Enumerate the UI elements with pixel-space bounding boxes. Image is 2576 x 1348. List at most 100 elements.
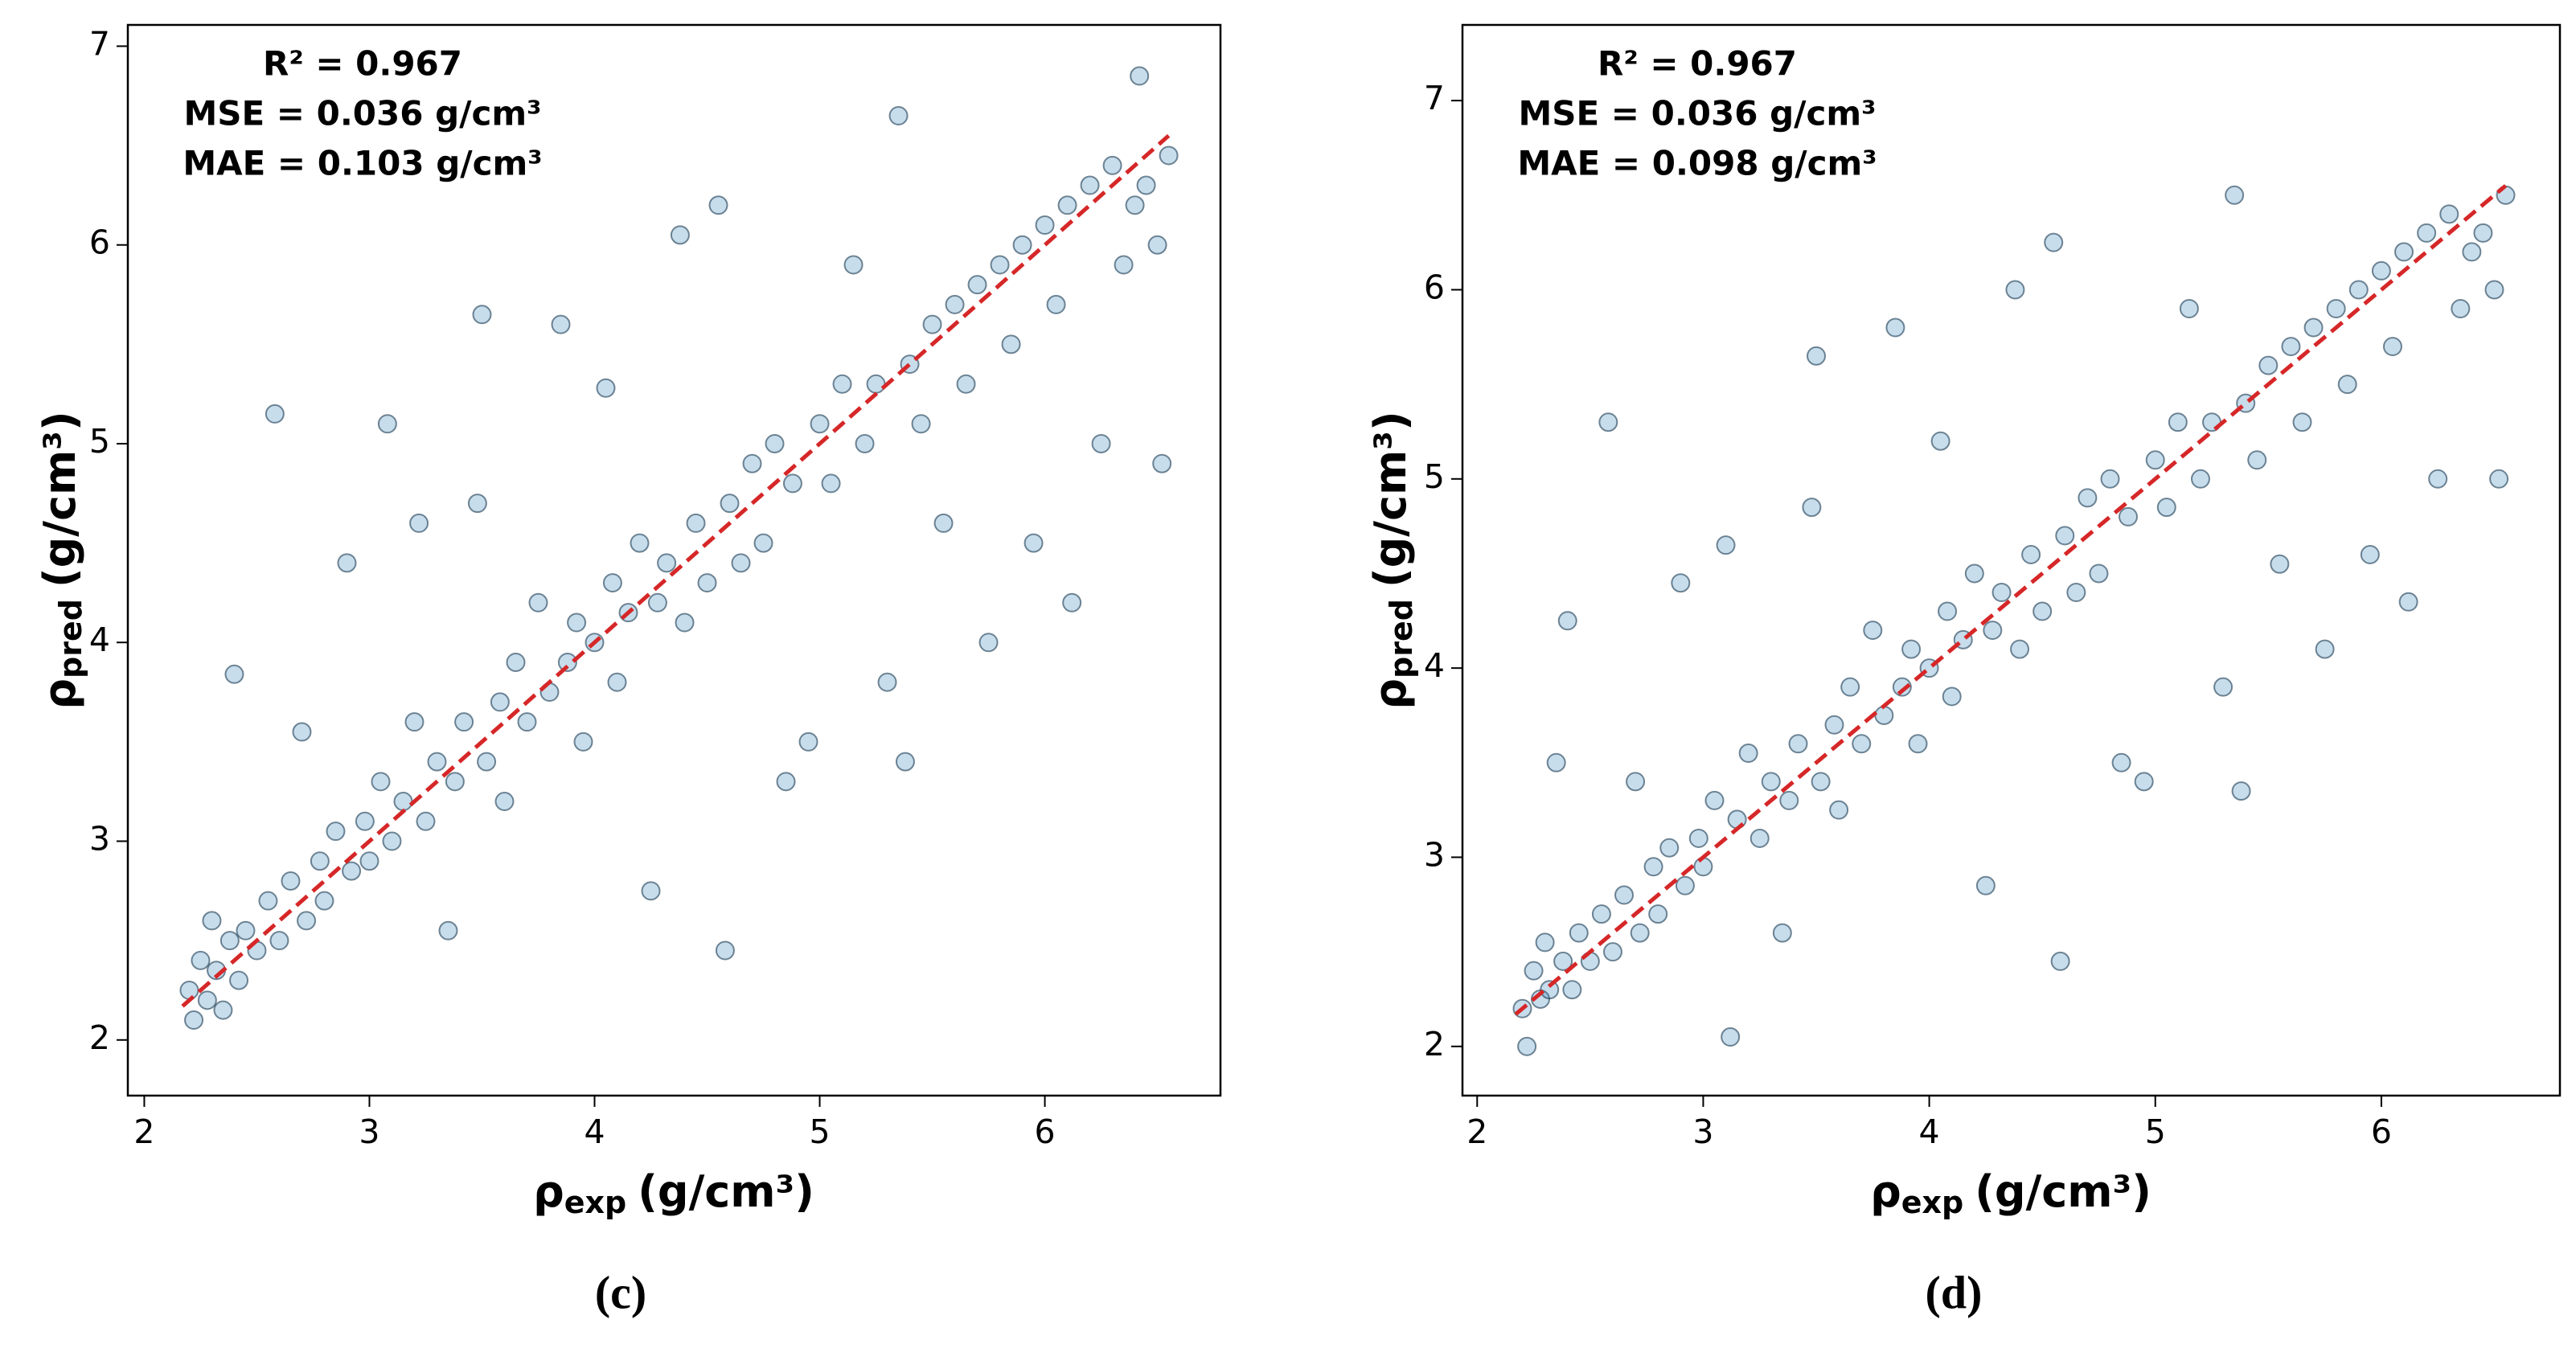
data-point (1852, 734, 1872, 754)
data-point (179, 980, 199, 1000)
data-point (337, 553, 357, 573)
data-point (810, 414, 830, 434)
data-point (472, 305, 492, 325)
data-point (2145, 450, 2165, 470)
axis-unit: (g/cm³) (35, 411, 85, 588)
data-point (229, 970, 249, 990)
data-point (2417, 223, 2437, 243)
y-tick-label: 6 (89, 223, 110, 262)
data-point (557, 652, 577, 672)
data-point (2118, 506, 2138, 526)
data-point (895, 752, 915, 772)
data-point (416, 811, 436, 831)
data-point (2005, 280, 2025, 300)
data-point (1863, 621, 1883, 641)
data-point (2394, 242, 2414, 262)
y-tick-label: 3 (89, 820, 110, 858)
data-point (715, 940, 735, 961)
annotation: R² = 0.967 (263, 44, 462, 84)
data-point (990, 255, 1010, 275)
data-point (1626, 772, 1646, 792)
data-point (2111, 752, 2131, 772)
data-point (359, 851, 379, 871)
data-point (1802, 498, 1822, 518)
annotation: MAE = 0.103 g/cm³ (183, 144, 542, 183)
data-point (1788, 734, 1808, 754)
data-point (2247, 450, 2267, 470)
axis-label: ρpred (g/cm³) (1365, 411, 1419, 709)
data-point (427, 752, 447, 772)
data-point (1892, 677, 1912, 697)
data-point (202, 911, 222, 931)
data-point (888, 105, 909, 125)
data-point (843, 255, 863, 275)
data-point (1630, 923, 1650, 943)
data-point (292, 722, 312, 742)
data-point (382, 831, 402, 851)
data-point (184, 1010, 204, 1030)
data-point (1152, 453, 1172, 473)
data-point (1807, 346, 1827, 366)
data-point (798, 731, 818, 752)
data-point (1761, 772, 1781, 792)
data-point (1942, 686, 1962, 707)
data-point (742, 453, 762, 473)
data-point (731, 553, 751, 573)
data-point (1829, 800, 1849, 820)
axis-unit: (g/cm³) (1365, 411, 1416, 588)
y-tick-label: 2 (1424, 1025, 1445, 1063)
data-point (2428, 469, 2448, 489)
data-point (2225, 185, 2245, 205)
data-point (1749, 828, 1770, 848)
data-point (1772, 923, 1792, 943)
y-tick-label: 7 (1424, 79, 1445, 117)
x-tick-label: 3 (1692, 1112, 1713, 1151)
data-point (265, 404, 285, 424)
data-point (720, 494, 740, 514)
data-point (1569, 923, 1589, 943)
data-point (2382, 337, 2402, 357)
data-point (1614, 885, 1635, 905)
data-point (2100, 469, 2120, 489)
data-point (821, 473, 841, 494)
data-point (686, 513, 706, 533)
plot-frame (126, 23, 1222, 1097)
data-point (2010, 639, 2030, 659)
data-point (567, 613, 587, 633)
data-point (1938, 601, 1958, 621)
data-point (467, 494, 487, 514)
annotation: MSE = 0.036 g/cm³ (183, 94, 541, 133)
data-point (573, 731, 593, 752)
panel-label: (c) (595, 1266, 646, 1318)
y-tick-label: 2 (89, 1018, 110, 1057)
data-point (1023, 533, 1044, 553)
data-point (1991, 583, 2012, 603)
data-point (1840, 677, 1860, 697)
data-point (2134, 772, 2154, 792)
data-point (2484, 280, 2504, 300)
data-point (1553, 951, 1573, 971)
data-point (2190, 469, 2210, 489)
reference-line (1514, 184, 2508, 1016)
data-point (945, 294, 965, 314)
data-point (2360, 544, 2380, 564)
data-point (1874, 705, 1894, 725)
data-point (1517, 1036, 1537, 1056)
data-point (2078, 488, 2098, 508)
data-point (866, 374, 886, 394)
data-point (2168, 412, 2188, 432)
data-point (2451, 299, 2471, 319)
data-point (1159, 145, 1179, 166)
data-point (1643, 857, 1663, 877)
data-point (2044, 232, 2064, 252)
data-point (753, 533, 773, 553)
data-point (1738, 744, 1758, 764)
data-point (2179, 299, 2199, 319)
data-point (922, 314, 942, 334)
data-point (454, 712, 474, 732)
data-point (1546, 752, 1566, 772)
data-point (1535, 932, 1555, 953)
data-point (2439, 204, 2459, 224)
data-point (1130, 66, 1150, 86)
